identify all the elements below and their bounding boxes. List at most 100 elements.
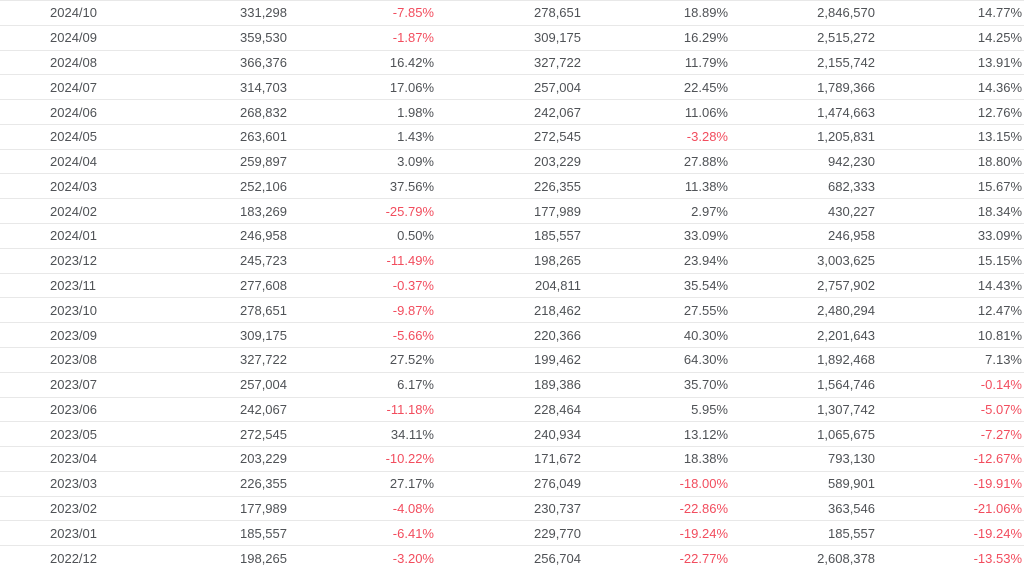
month-cell: 2022/12 bbox=[0, 545, 142, 570]
value-2-cell: 199,462 bbox=[436, 346, 583, 373]
value-2-cell: 327,722 bbox=[436, 49, 583, 75]
change-1-cell: 1.43% bbox=[289, 123, 436, 150]
change-3-cell: 12.47% bbox=[877, 297, 1024, 323]
change-2-cell: -22.77% bbox=[583, 545, 730, 570]
value-3-cell: 942,230 bbox=[730, 148, 877, 174]
value-1-cell: 278,651 bbox=[142, 297, 289, 323]
month-cell: 2023/11 bbox=[0, 272, 142, 298]
change-2-cell: 22.45% bbox=[583, 74, 730, 100]
change-1-cell: 34.11% bbox=[289, 421, 436, 447]
table-row: 2024/10 331,298 -7.85% 278,651 18.89% 2,846,5… bbox=[0, 0, 1024, 26]
change-3-cell: 33.09% bbox=[877, 223, 1024, 249]
value-1-cell: 314,703 bbox=[142, 74, 289, 100]
change-1-cell: 0.50% bbox=[289, 223, 436, 249]
value-2-cell: 230,737 bbox=[436, 495, 583, 521]
value-1-cell: 226,355 bbox=[142, 470, 289, 497]
month-cell: 2024/04 bbox=[0, 148, 142, 174]
value-1-cell: 183,269 bbox=[142, 198, 289, 224]
value-3-cell: 363,546 bbox=[730, 495, 877, 521]
value-2-cell: 229,770 bbox=[436, 520, 583, 546]
value-3-cell: 1,789,366 bbox=[730, 74, 877, 100]
value-2-cell: 220,366 bbox=[436, 322, 583, 348]
value-1-cell: 245,723 bbox=[142, 247, 289, 274]
value-1-cell: 177,989 bbox=[142, 495, 289, 521]
value-3-cell: 2,155,742 bbox=[730, 49, 877, 75]
value-2-cell: 228,464 bbox=[436, 396, 583, 422]
change-1-cell: 17.06% bbox=[289, 74, 436, 100]
table-row: 2023/01 185,557 -6.41% 229,770 -19.24% 185,55… bbox=[0, 520, 1024, 546]
table-row: 2023/07 257,004 6.17% 189,386 35.70% 1,564,74… bbox=[0, 371, 1024, 397]
change-2-cell: 11.79% bbox=[583, 49, 730, 75]
value-1-cell: 185,557 bbox=[142, 520, 289, 546]
value-3-cell: 2,515,272 bbox=[730, 24, 877, 51]
value-1-cell: 246,958 bbox=[142, 223, 289, 249]
value-2-cell: 218,462 bbox=[436, 297, 583, 323]
change-3-cell: -0.14% bbox=[877, 371, 1024, 397]
value-1-cell: 272,545 bbox=[142, 421, 289, 447]
change-1-cell: 3.09% bbox=[289, 148, 436, 174]
change-3-cell: -12.67% bbox=[877, 446, 1024, 472]
change-2-cell: -18.00% bbox=[583, 470, 730, 497]
value-2-cell: 185,557 bbox=[436, 223, 583, 249]
value-3-cell: 1,065,675 bbox=[730, 421, 877, 447]
month-cell: 2023/06 bbox=[0, 396, 142, 422]
value-2-cell: 189,386 bbox=[436, 371, 583, 397]
change-3-cell: 14.77% bbox=[877, 0, 1024, 26]
value-2-cell: 272,545 bbox=[436, 123, 583, 150]
table-row: 2024/05 263,601 1.43% 272,545 -3.28% 1,205,83… bbox=[0, 123, 1024, 150]
change-3-cell: 12.76% bbox=[877, 99, 1024, 125]
value-3-cell: 430,227 bbox=[730, 198, 877, 224]
table-row: 2024/09 359,530 -1.87% 309,175 16.29% 2,515,2… bbox=[0, 24, 1024, 51]
change-2-cell: 33.09% bbox=[583, 223, 730, 249]
change-2-cell: 35.70% bbox=[583, 371, 730, 397]
change-1-cell: -11.18% bbox=[289, 396, 436, 422]
table-row: 2023/02 177,989 -4.08% 230,737 -22.86% 363,54… bbox=[0, 495, 1024, 521]
table-row: 2024/04 259,897 3.09% 203,229 27.88% 942,230 1… bbox=[0, 148, 1024, 174]
change-3-cell: 13.15% bbox=[877, 123, 1024, 150]
month-cell: 2023/03 bbox=[0, 470, 142, 497]
value-1-cell: 277,608 bbox=[142, 272, 289, 298]
change-3-cell: 14.43% bbox=[877, 272, 1024, 298]
month-cell: 2023/07 bbox=[0, 371, 142, 397]
table-row: 2023/10 278,651 -9.87% 218,462 27.55% 2,480,2… bbox=[0, 297, 1024, 323]
change-3-cell: 15.67% bbox=[877, 173, 1024, 199]
month-cell: 2024/10 bbox=[0, 0, 142, 26]
month-cell: 2024/05 bbox=[0, 123, 142, 150]
month-cell: 2023/01 bbox=[0, 520, 142, 546]
value-2-cell: 204,811 bbox=[436, 272, 583, 298]
table-row: 2024/06 268,832 1.98% 242,067 11.06% 1,474,66… bbox=[0, 99, 1024, 125]
change-1-cell: -1.87% bbox=[289, 24, 436, 51]
table-row: 2022/12 198,265 -3.20% 256,704 -22.77% 2,608,… bbox=[0, 545, 1024, 570]
table-row: 2023/11 277,608 -0.37% 204,811 35.54% 2,757,9… bbox=[0, 272, 1024, 298]
table-row: 2024/07 314,703 17.06% 257,004 22.45% 1,789,3… bbox=[0, 74, 1024, 100]
change-2-cell: 35.54% bbox=[583, 272, 730, 298]
value-2-cell: 198,265 bbox=[436, 247, 583, 274]
change-3-cell: -19.91% bbox=[877, 470, 1024, 497]
value-1-cell: 309,175 bbox=[142, 322, 289, 348]
month-cell: 2023/09 bbox=[0, 322, 142, 348]
change-2-cell: 23.94% bbox=[583, 247, 730, 274]
month-cell: 2023/08 bbox=[0, 346, 142, 373]
change-3-cell: -21.06% bbox=[877, 495, 1024, 521]
change-2-cell: 18.38% bbox=[583, 446, 730, 472]
value-3-cell: 3,003,625 bbox=[730, 247, 877, 274]
change-1-cell: -11.49% bbox=[289, 247, 436, 274]
change-1-cell: -3.20% bbox=[289, 545, 436, 570]
change-2-cell: 2.97% bbox=[583, 198, 730, 224]
value-2-cell: 256,704 bbox=[436, 545, 583, 570]
month-cell: 2023/02 bbox=[0, 495, 142, 521]
change-2-cell: -3.28% bbox=[583, 123, 730, 150]
change-1-cell: 1.98% bbox=[289, 99, 436, 125]
change-3-cell: -5.07% bbox=[877, 396, 1024, 422]
value-1-cell: 252,106 bbox=[142, 173, 289, 199]
change-2-cell: -22.86% bbox=[583, 495, 730, 521]
change-2-cell: 5.95% bbox=[583, 396, 730, 422]
month-cell: 2024/02 bbox=[0, 198, 142, 224]
value-3-cell: 2,757,902 bbox=[730, 272, 877, 298]
change-1-cell: -6.41% bbox=[289, 520, 436, 546]
value-2-cell: 171,672 bbox=[436, 446, 583, 472]
change-1-cell: -0.37% bbox=[289, 272, 436, 298]
change-2-cell: 40.30% bbox=[583, 322, 730, 348]
value-1-cell: 331,298 bbox=[142, 0, 289, 26]
change-1-cell: -5.66% bbox=[289, 322, 436, 348]
